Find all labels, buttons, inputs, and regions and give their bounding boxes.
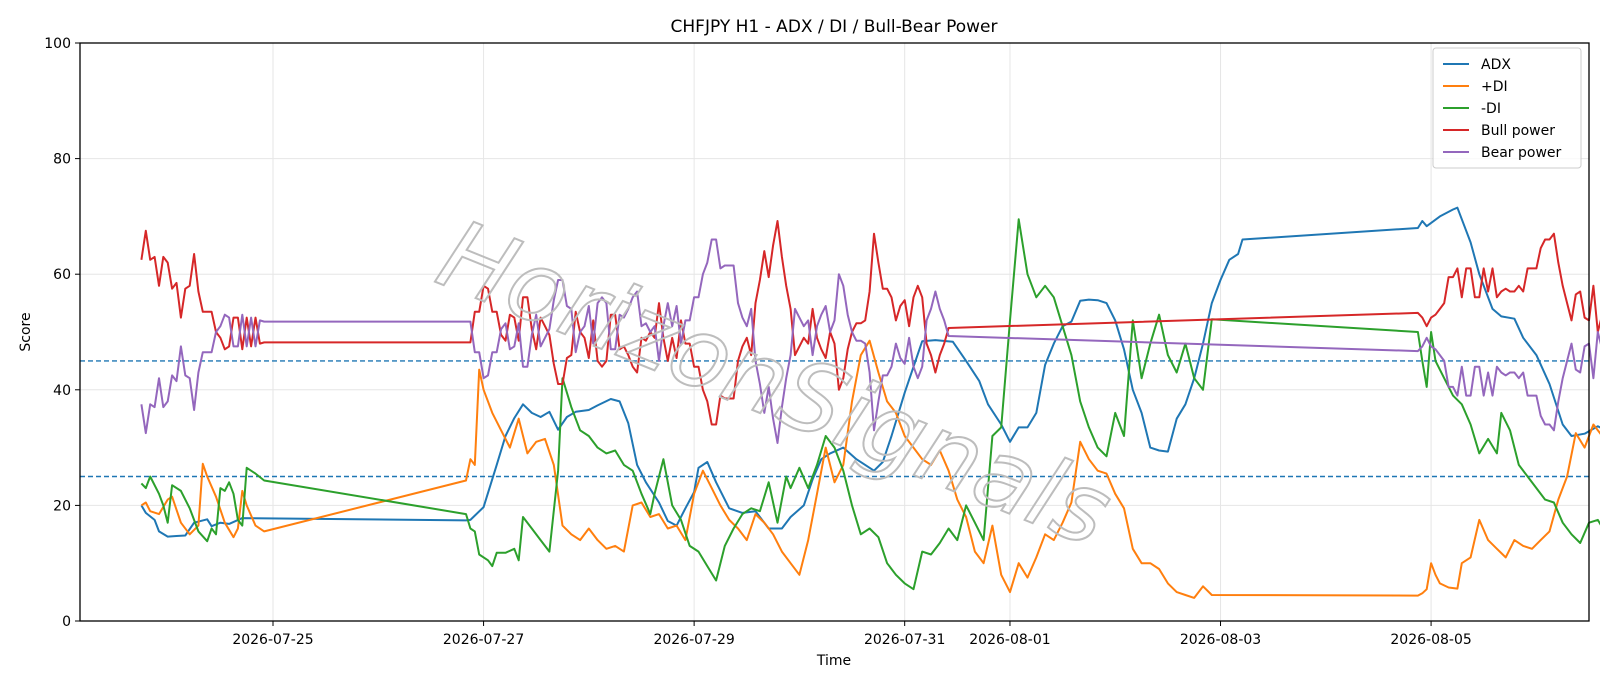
series-line-di [140, 218, 1600, 591]
legend-label: ADX [1481, 57, 1511, 73]
x-tick-label: 2026-08-05 [1390, 632, 1471, 648]
y-tick-label: 0 [62, 614, 71, 630]
x-tick-label: 2026-08-01 [969, 632, 1050, 648]
legend: ADX +DI -DI Bull power Bear power [1432, 47, 1582, 169]
y-tick-label: 40 [53, 383, 71, 399]
x-tick-label: 2026-07-31 [864, 632, 945, 648]
y-axis-label: Score [18, 312, 34, 351]
x-tick-label: 2026-07-27 [443, 632, 524, 648]
x-tick-label: 2026-08-03 [1180, 632, 1261, 648]
legend-label: Bull power [1481, 123, 1555, 139]
legend-label: +DI [1481, 79, 1508, 95]
x-tick-label: 2026-07-29 [653, 632, 734, 648]
chart-title: CHFJPY H1 - ADX / DI / Bull-Bear Power [671, 17, 998, 37]
legend-label: Bear power [1481, 145, 1562, 161]
y-tick-label: 20 [53, 498, 71, 514]
y-tick-label: 80 [53, 152, 71, 168]
legend-box [1432, 47, 1582, 169]
plot-frame [79, 42, 1590, 622]
series-line-bear-power [140, 238, 1600, 444]
x-axis-label: Time [816, 653, 851, 669]
legend-label: -DI [1481, 101, 1501, 117]
y-tick-label: 100 [44, 36, 71, 52]
series-line-adx [140, 206, 1600, 538]
x-tick-label: 2026-07-25 [232, 632, 313, 648]
y-axis: 0 20 40 60 80 100 [44, 36, 80, 630]
reference-lines [80, 360, 1589, 478]
y-tick-label: 60 [53, 267, 71, 283]
x-axis: 2026-07-25 2026-07-27 2026-07-29 2026-07-31… [232, 621, 1472, 648]
series-lines [140, 206, 1600, 599]
series-line-di [140, 339, 1600, 599]
